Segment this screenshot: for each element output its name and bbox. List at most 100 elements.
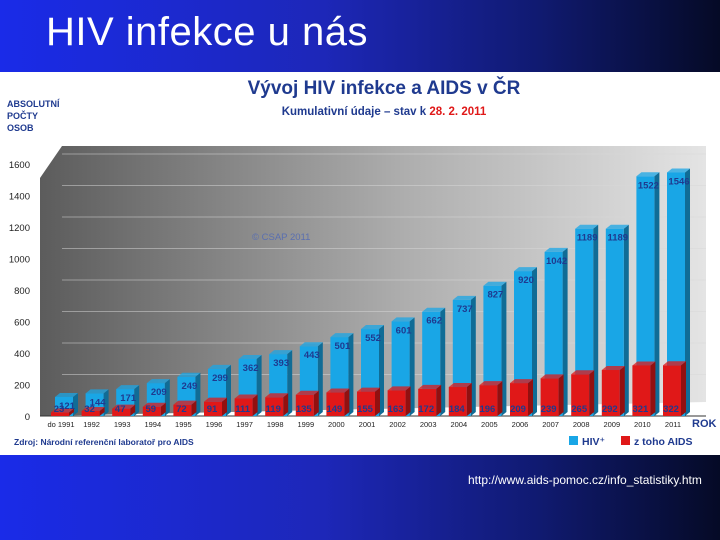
aids-value-label: 32 bbox=[84, 404, 95, 415]
bar-aids bbox=[540, 374, 564, 416]
bar-aids-side bbox=[313, 390, 319, 416]
bar-aids-front bbox=[357, 391, 375, 416]
bar-aids-top bbox=[234, 394, 258, 399]
bar-aids bbox=[357, 387, 380, 416]
y-tick-label: 1600 bbox=[9, 160, 30, 171]
aids-value-label: 23 bbox=[54, 404, 65, 415]
bar-aids bbox=[295, 390, 319, 416]
bar-aids-side bbox=[375, 387, 380, 416]
y-tick-label: 600 bbox=[14, 318, 30, 329]
x-tick-label: 1997 bbox=[236, 420, 253, 429]
hiv-value-label: 171 bbox=[120, 393, 137, 404]
bar-hiv-top bbox=[483, 281, 507, 286]
bar-aids bbox=[326, 388, 350, 416]
bar-aids-side bbox=[69, 408, 74, 416]
legend-swatch-aids bbox=[621, 436, 630, 445]
hiv-value-label: 209 bbox=[151, 387, 167, 398]
bar-aids-front bbox=[142, 406, 161, 416]
hiv-value-label: 501 bbox=[334, 341, 351, 352]
bar-aids-top bbox=[448, 383, 472, 388]
bar-hiv-top bbox=[85, 389, 109, 394]
aids-value-label: 59 bbox=[146, 404, 157, 415]
bar-hiv-side bbox=[226, 364, 231, 416]
bar-aids-side bbox=[497, 381, 503, 416]
bar-hiv-front bbox=[667, 172, 685, 416]
bar-hiv-side bbox=[654, 172, 660, 416]
bar-hiv bbox=[636, 172, 660, 416]
aids-value-label: 119 bbox=[266, 404, 281, 415]
bar-aids-front bbox=[448, 387, 467, 416]
bar-hiv-side bbox=[287, 350, 293, 416]
hiv-aids-bar-chart: Vývoj HIV infekce a AIDS v ČR Kumulativn… bbox=[7, 77, 717, 448]
bar-aids bbox=[112, 404, 136, 416]
bar-hiv-side bbox=[256, 354, 262, 416]
aids-value-label: 155 bbox=[357, 404, 374, 415]
x-tick-label: 1994 bbox=[144, 420, 161, 429]
source-url: http://www.aids-pomoc.cz/info_statistiky… bbox=[468, 473, 702, 487]
bar-aids-front bbox=[204, 401, 222, 416]
hiv-value-label: 737 bbox=[457, 304, 473, 315]
x-tick-label: 1996 bbox=[206, 420, 223, 429]
bar-aids bbox=[204, 397, 227, 416]
bar-hiv-top bbox=[330, 333, 354, 338]
bar-aids bbox=[479, 381, 503, 416]
bar-hiv-side bbox=[73, 392, 78, 416]
bar-aids-top bbox=[81, 406, 105, 411]
aids-value-label: 322 bbox=[663, 404, 679, 415]
bar-aids bbox=[173, 400, 197, 416]
hiv-value-label: 1042 bbox=[546, 256, 567, 267]
bar-aids-side bbox=[222, 397, 227, 416]
x-tick-label: 2010 bbox=[634, 420, 651, 429]
bar-hiv-side bbox=[562, 247, 568, 416]
x-tick-label: 2004 bbox=[450, 420, 467, 429]
bar-hiv-top bbox=[116, 385, 140, 390]
bar-hiv-side bbox=[195, 372, 201, 416]
bar-hiv-side bbox=[164, 379, 170, 416]
bar-aids-top bbox=[387, 386, 411, 391]
bar-aids bbox=[387, 386, 411, 416]
bar-hiv-front bbox=[575, 228, 594, 416]
x-tick-label: 2007 bbox=[542, 420, 559, 429]
slide-title: HIV infekce u nás bbox=[46, 10, 368, 54]
bar-hiv-side bbox=[440, 307, 446, 416]
bar-aids bbox=[81, 406, 105, 416]
aids-value-label: 135 bbox=[296, 404, 313, 415]
bar-aids bbox=[510, 379, 533, 416]
hiv-value-label: 1189 bbox=[607, 233, 628, 244]
bar-aids-side bbox=[681, 361, 686, 416]
hiv-value-label: 662 bbox=[426, 316, 442, 327]
bar-hiv-top bbox=[208, 364, 231, 369]
bar-aids-top bbox=[51, 408, 74, 413]
bar-hiv-top bbox=[667, 168, 690, 173]
bar-aids-side bbox=[466, 383, 472, 416]
bar-aids bbox=[632, 361, 656, 416]
bar-aids-side bbox=[589, 370, 595, 416]
bar-aids-front bbox=[540, 378, 559, 416]
bar-aids-top bbox=[357, 387, 380, 392]
bar-aids-top bbox=[510, 379, 533, 384]
bar-aids-top bbox=[479, 381, 503, 386]
aids-value-label: 149 bbox=[326, 404, 342, 415]
bar-hiv-top bbox=[452, 295, 476, 300]
bar-hiv-top bbox=[55, 392, 78, 397]
bar-aids-top bbox=[571, 370, 595, 375]
bar-hiv-side bbox=[317, 342, 323, 416]
bar-aids-top bbox=[418, 384, 442, 389]
hiv-value-label: 249 bbox=[181, 381, 197, 392]
hiv-value-label: 299 bbox=[212, 373, 228, 384]
bar-aids-side bbox=[252, 394, 258, 416]
plot-area bbox=[40, 146, 706, 416]
bar-hiv-side bbox=[409, 317, 415, 416]
bar-hiv-top bbox=[238, 354, 262, 359]
bar-hiv-side bbox=[103, 389, 109, 416]
bars bbox=[51, 168, 690, 416]
bar-aids-top bbox=[142, 402, 166, 407]
bar-aids-front bbox=[479, 385, 498, 416]
bar-aids-top bbox=[601, 366, 625, 371]
chart-panel: Vývoj HIV infekce a AIDS v ČR Kumulativn… bbox=[0, 72, 720, 455]
chart-subtitle-date: 28. 2. 2011 bbox=[429, 106, 487, 118]
x-tick-label: 1998 bbox=[267, 420, 284, 429]
bar-hiv-top bbox=[146, 379, 170, 384]
bar-aids-top bbox=[173, 400, 197, 405]
bar-hiv-top bbox=[391, 317, 415, 322]
